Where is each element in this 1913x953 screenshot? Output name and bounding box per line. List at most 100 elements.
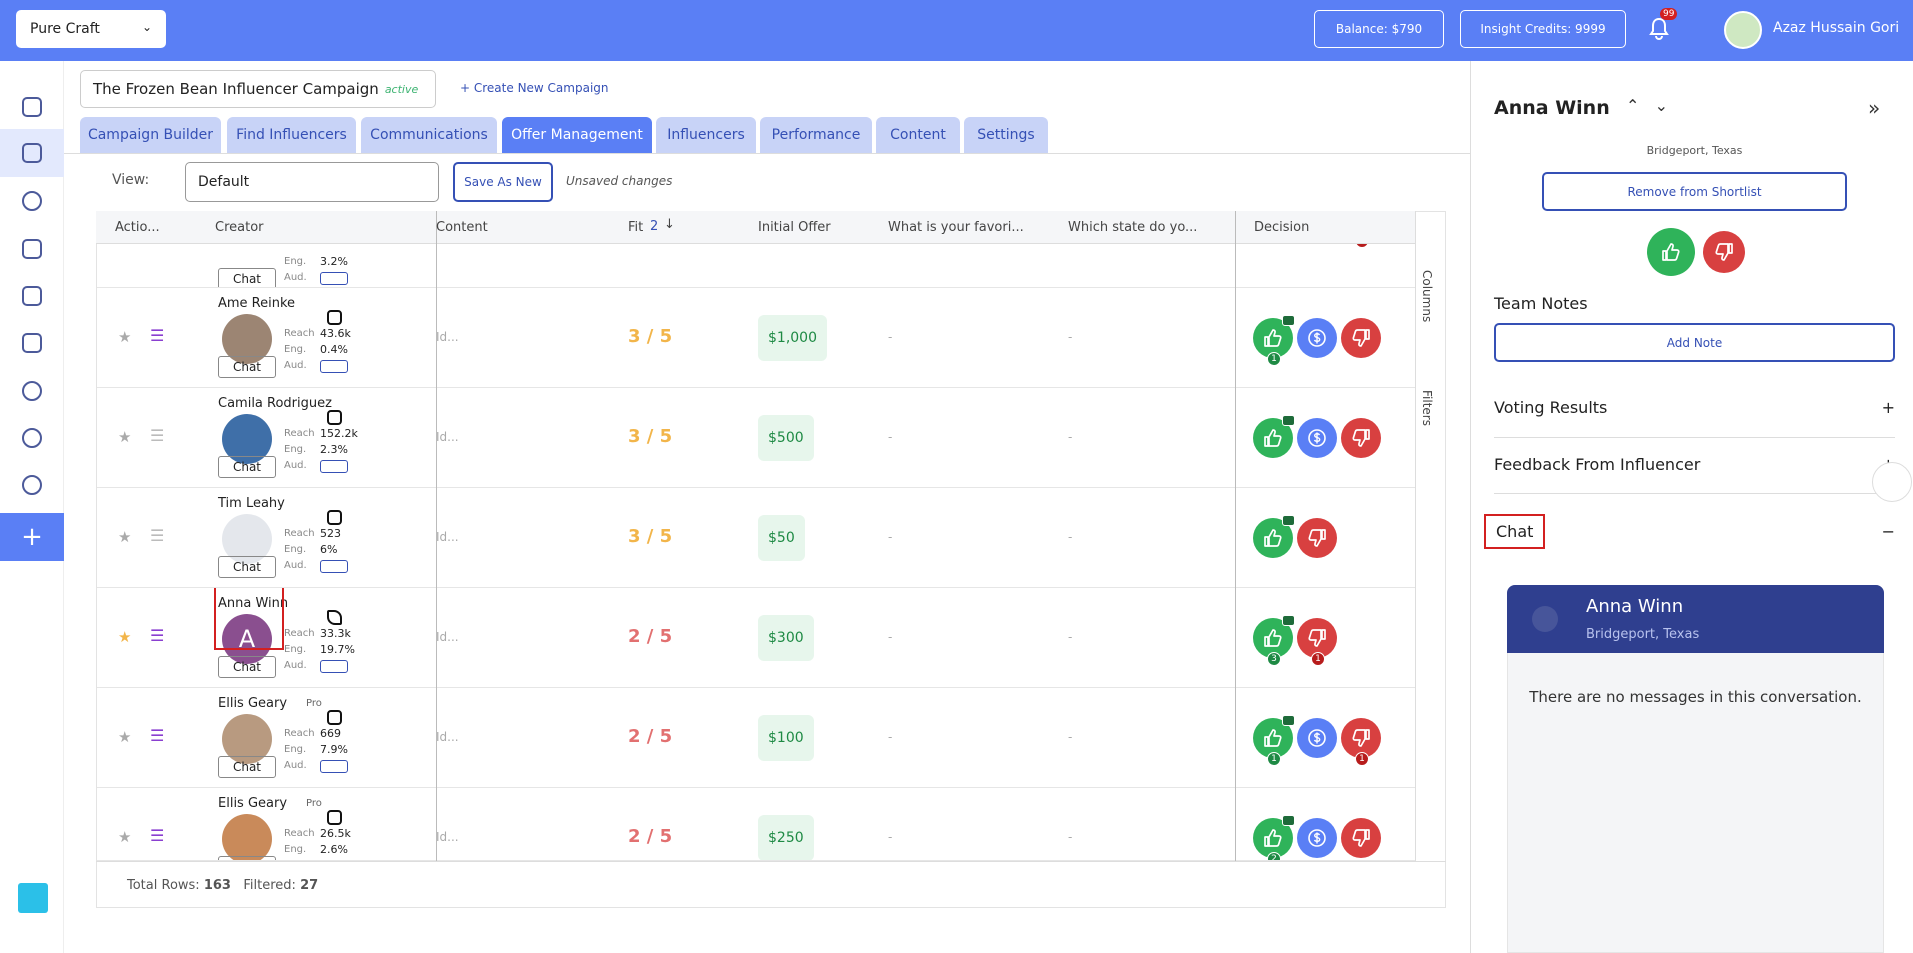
- content: Id...: [436, 730, 459, 744]
- star[interactable]: ★: [118, 328, 132, 346]
- approve-button[interactable]: [1647, 228, 1695, 276]
- section-title: Voting Results: [1494, 398, 1608, 417]
- user-name[interactable]: Azaz Hussain Gori: [1773, 20, 1900, 36]
- chat-avatar: [1532, 606, 1558, 632]
- reach-label: Reach: [284, 428, 315, 439]
- nav-analytics[interactable]: [22, 191, 42, 211]
- save-as-new[interactable]: Save As New: [453, 162, 553, 202]
- platform-icon: [327, 710, 342, 725]
- reject-count: 1: [1355, 752, 1369, 766]
- tab[interactable]: Performance: [760, 117, 872, 153]
- chat-button[interactable]: Chat: [218, 268, 276, 287]
- creator-name: Camila Rodriguez: [218, 396, 332, 411]
- creator-name: Ellis Geary: [218, 696, 288, 711]
- add-note[interactable]: Add Note: [1494, 323, 1895, 362]
- offer-button[interactable]: [1297, 418, 1337, 458]
- approve-button[interactable]: 3: [1253, 615, 1295, 666]
- aud-lock: [320, 660, 348, 673]
- tab[interactable]: Communications: [361, 117, 497, 153]
- shortlist-icon[interactable]: ☰: [150, 826, 165, 845]
- collapse: −: [1881, 522, 1895, 541]
- reach: 152.2k: [320, 427, 358, 440]
- nav-bank[interactable]: [22, 333, 42, 353]
- bell[interactable]: [1648, 16, 1670, 42]
- help-avatar[interactable]: [1872, 462, 1912, 502]
- reject-button[interactable]: [1703, 231, 1745, 273]
- filters-toggle[interactable]: Filters: [1420, 390, 1434, 426]
- reject-button[interactable]: 1: [1341, 718, 1381, 766]
- star[interactable]: ★: [118, 828, 132, 846]
- campaign-name: The Frozen Bean Influencer Campaign: [93, 80, 379, 98]
- tab[interactable]: Find Influencers: [227, 117, 356, 153]
- tab[interactable]: Influencers: [656, 117, 756, 153]
- reach-label: Reach: [284, 728, 315, 739]
- chat-button[interactable]: Chat: [218, 456, 276, 478]
- voting-results[interactable]: Voting Results +: [1494, 398, 1895, 417]
- approve-button[interactable]: 2: [1253, 815, 1295, 860]
- nav-campaigns[interactable]: [22, 143, 42, 163]
- feedback[interactable]: Feedback From Influencer+: [1494, 455, 1895, 474]
- divider: [1494, 437, 1895, 438]
- offer-button[interactable]: [1297, 318, 1337, 358]
- star[interactable]: ★: [118, 728, 132, 746]
- avatar: [222, 714, 272, 764]
- approve-button[interactable]: 1: [1253, 315, 1295, 366]
- offer-button[interactable]: [1297, 818, 1337, 858]
- nav-discover[interactable]: [22, 428, 42, 448]
- view-select[interactable]: Default: [185, 162, 439, 202]
- star[interactable]: ★: [118, 428, 132, 446]
- chat-button[interactable]: Chat: [218, 756, 276, 778]
- reject-count: 1: [1311, 652, 1325, 666]
- chat-section[interactable]: Chat −: [1484, 514, 1895, 549]
- nav-settings[interactable]: [22, 475, 42, 495]
- workspace-select[interactable]: Pure Craft ⌄: [16, 10, 166, 48]
- nav-add[interactable]: +: [0, 513, 64, 561]
- remove-shortlist[interactable]: Remove from Shortlist: [1542, 172, 1847, 211]
- nav-ai[interactable]: [22, 381, 42, 401]
- approve-button[interactable]: [1253, 415, 1295, 458]
- star[interactable]: ★: [118, 528, 132, 546]
- reject-button[interactable]: [1341, 418, 1381, 458]
- star[interactable]: ★: [118, 628, 132, 646]
- nav-media[interactable]: [22, 239, 42, 259]
- reach: 33.3k: [320, 627, 351, 640]
- shortlist-icon[interactable]: ☰: [150, 326, 165, 345]
- chat-button[interactable]: Chat: [218, 556, 276, 578]
- tab[interactable]: Offer Management: [502, 117, 652, 153]
- collapse[interactable]: »: [1868, 96, 1881, 120]
- approve-button[interactable]: [1253, 515, 1295, 558]
- offer: $50: [758, 515, 805, 561]
- team-notes: Team Notes: [1494, 294, 1588, 313]
- reject-button[interactable]: [1297, 518, 1337, 558]
- nav-messages[interactable]: [22, 286, 42, 306]
- tab[interactable]: Content: [876, 117, 960, 153]
- logo: [18, 883, 48, 913]
- chat-button[interactable]: Chat: [218, 656, 276, 678]
- answer: -: [888, 330, 893, 344]
- reject-button[interactable]: 1: [1297, 618, 1337, 666]
- approve-button[interactable]: 1: [1253, 715, 1295, 766]
- shortlist-icon[interactable]: ☰: [150, 726, 165, 745]
- shortlist-icon[interactable]: ☰: [150, 426, 165, 445]
- chat-button[interactable]: Chat: [218, 856, 276, 860]
- campaign-select[interactable]: The Frozen Bean Influencer Campaign activ…: [80, 70, 436, 108]
- no-messages: There are no messages in this conversati…: [1529, 688, 1862, 706]
- credits[interactable]: Insight Credits: 9999: [1460, 10, 1626, 48]
- nav-home[interactable]: [22, 97, 42, 117]
- reject-button[interactable]: [1341, 318, 1381, 358]
- reject-button[interactable]: [1341, 818, 1381, 858]
- offer-button[interactable]: [1297, 718, 1337, 758]
- shortlist-icon[interactable]: ☰: [150, 626, 165, 645]
- columns-toggle[interactable]: Columns: [1420, 270, 1434, 323]
- row-content: ★☰Ellis GearyProReach26.5kEng.2.6%Aud.Ch…: [97, 788, 1415, 860]
- tab[interactable]: Settings: [964, 117, 1048, 153]
- tab[interactable]: Campaign Builder: [80, 117, 221, 153]
- prev-next[interactable]: ⌃ ⌄: [1626, 96, 1669, 115]
- shortlist-icon[interactable]: ☰: [150, 526, 165, 545]
- footer: Total Rows: 163 Filtered: 27: [127, 878, 318, 893]
- eng: 19.7%: [320, 643, 355, 656]
- balance[interactable]: Balance: $790: [1314, 10, 1444, 48]
- chat-button[interactable]: Chat: [218, 356, 276, 378]
- fit: 2 / 5: [628, 826, 673, 847]
- create-campaign[interactable]: + Create New Campaign: [460, 81, 609, 95]
